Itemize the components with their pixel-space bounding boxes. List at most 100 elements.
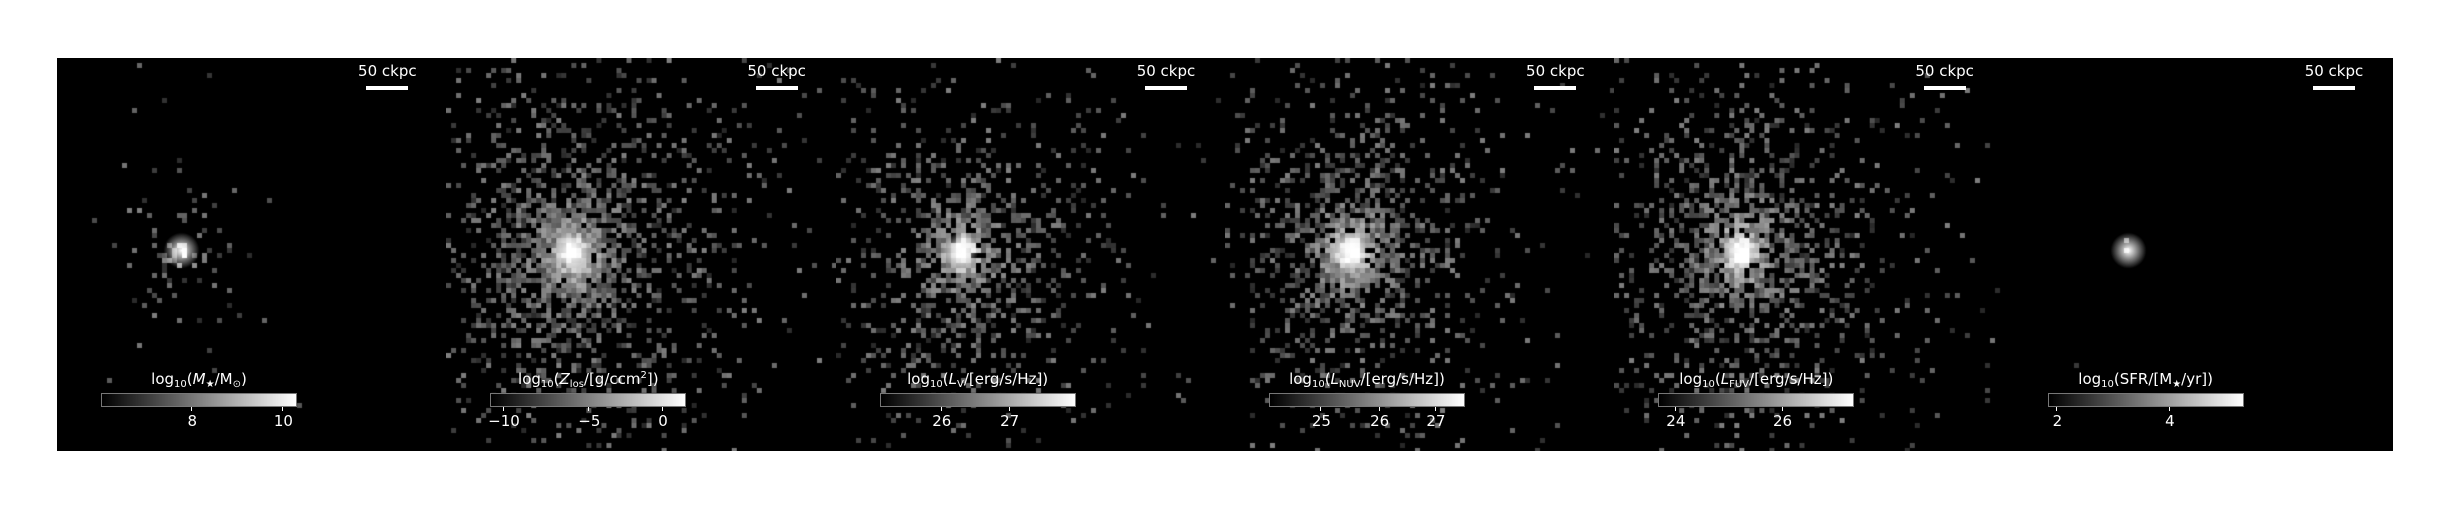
colorbar-gradient: 26 27	[879, 393, 1076, 429]
galaxy-image	[2003, 58, 2393, 451]
label-symbol-subscript: V	[956, 379, 964, 390]
colorbar-tick-label: 8	[187, 412, 198, 430]
colorbar: log10(LNUV/[erg/s/Hz]) 25 26 27	[1268, 370, 1465, 429]
colorbar-tick	[2168, 407, 2170, 411]
colorbar-tick	[1008, 407, 1010, 411]
colorbar-gradient: 25 26 27	[1268, 393, 1465, 429]
label-open: (	[1324, 370, 1331, 388]
label-open: (	[1714, 370, 1721, 388]
colorbar-tick-label: 24	[1666, 412, 1686, 430]
scale-bar: 50 ckpc	[1520, 62, 1590, 90]
galaxy-image	[446, 58, 836, 451]
scale-bar: 50 ckpc	[742, 62, 812, 90]
scale-bar-label: 50 ckpc	[2304, 62, 2364, 80]
label-quantity-subscript: ★	[2172, 379, 2182, 390]
scale-bar-line	[366, 86, 409, 90]
colorbar-tick	[662, 407, 664, 411]
label-symbol-subscript: ★	[205, 379, 215, 390]
label-log-base: 10	[1311, 379, 1325, 390]
scale-bar-line	[1144, 86, 1187, 90]
colorbar: log10(Zlos/[g/ccm2]) −10 −5 0	[488, 370, 687, 429]
label-log-base: 10	[1702, 379, 1715, 390]
scale-bar: 50 ckpc	[2299, 62, 2369, 90]
scale-bar-label: 50 ckpc	[1526, 62, 1585, 80]
colorbar-tick-label: 26	[1772, 412, 1793, 430]
label-open: (	[186, 370, 193, 388]
scale-bar: 50 ckpc	[352, 62, 422, 90]
colorbar: log10(LFUV/[erg/s/Hz]) 24 26	[1658, 370, 1855, 429]
label-symbol: L	[1720, 370, 1730, 388]
label-log-base: 10	[930, 379, 943, 390]
colorbar-tick-label: 26	[1370, 412, 1390, 430]
colorbar-label: log10(M★/M⊙)	[101, 370, 297, 390]
colorbar-label: log10(Zlos/[g/ccm2])	[490, 370, 686, 390]
label-units-close: ])	[646, 370, 659, 388]
label-close: )	[240, 370, 247, 388]
galaxy-image	[835, 58, 1225, 451]
colorbar-tick	[588, 407, 590, 411]
colorbar-label: log10(LFUV/[erg/s/Hz])	[1658, 370, 1854, 390]
label-units: /yr])	[2181, 370, 2213, 388]
colorbar-tick	[940, 407, 942, 411]
label-symbol: Z	[559, 370, 570, 388]
colorbar-tick	[1674, 407, 1676, 411]
colorbar-tick	[2056, 407, 2058, 411]
label-symbol: M	[192, 370, 206, 388]
colorbar-tick-label: 2	[2052, 412, 2063, 430]
label-symbol: L	[948, 370, 957, 388]
label-units-superscript: 2	[640, 370, 647, 381]
label-units: /M	[214, 370, 233, 388]
colorbar-gradient: 24 26	[1658, 393, 1855, 429]
colorbar-gradient: 8 10	[101, 393, 297, 429]
label-log-base: 10	[174, 379, 187, 390]
colorbar-tick	[282, 407, 284, 411]
colorbar-tick-label: 27	[1000, 412, 1020, 430]
map-panel-metallicity: 50 ckpc log10(Zlos/[g/ccm2]) −10 −5 0	[446, 58, 836, 451]
label-quantity: SFR/[M	[2119, 370, 2173, 388]
scale-bar-line	[2312, 86, 2355, 90]
label-symbol-subscript: NUV	[1338, 379, 1361, 390]
galaxy-image	[1224, 58, 1615, 451]
colorbar-tick-label: 4	[2165, 412, 2175, 430]
scale-bar-line	[755, 86, 798, 90]
scale-bar-label: 50 ckpc	[747, 62, 806, 80]
label-log: log	[1679, 370, 1703, 388]
label-log: log	[907, 370, 931, 388]
map-panel-nuv-luminosity: 50 ckpc log10(LNUV/[erg/s/Hz]) 25 26 27	[1224, 58, 1615, 451]
colorbar-tick	[502, 407, 504, 411]
galaxy-image	[1614, 58, 2004, 451]
colorbar-tick-label: −10	[488, 412, 520, 430]
scale-bar-line	[1923, 86, 1966, 90]
colorbar-gradient: −10 −5 0	[488, 393, 687, 429]
colorbar-label: log10(LNUV/[erg/s/Hz])	[1269, 370, 1465, 390]
figure: 50 ckpc log10(M★/M⊙) 8 10 50 ckpc log10(Z…	[57, 58, 2393, 451]
label-log-base: 10	[540, 379, 554, 390]
label-log: log	[1289, 370, 1312, 388]
colorbar-tick-label: 10	[273, 412, 293, 430]
galaxy-image	[57, 58, 447, 451]
colorbar-tick-label: −5	[578, 412, 601, 430]
colorbar-label: log10(SFR/[M★/yr])	[2048, 370, 2244, 390]
label-log: log	[2078, 370, 2102, 388]
scale-bar-line	[1534, 86, 1577, 90]
colorbar-tick-label: 26	[932, 412, 952, 430]
colorbar: log10(M★/M⊙) 8 10	[101, 370, 297, 429]
colorbar-tick	[1320, 407, 1322, 411]
label-units: /[erg/s/Hz])	[963, 370, 1049, 388]
colorbar-tick	[191, 407, 193, 411]
label-open: (	[942, 370, 949, 388]
label-units-subscript: ⊙	[232, 379, 241, 390]
colorbar-tick	[1434, 407, 1436, 411]
colorbar: log10(LV/[erg/s/Hz]) 26 27	[879, 370, 1076, 429]
scale-bar-label: 50 ckpc	[358, 62, 417, 80]
colorbar-tick-label: 27	[1426, 412, 1446, 430]
label-units: /[g/ccm	[583, 370, 641, 388]
scale-bar: 50 ckpc	[1131, 62, 1201, 90]
label-symbol: L	[1330, 370, 1339, 388]
colorbar-tick-label: 0	[658, 412, 668, 430]
label-open: (	[553, 370, 560, 388]
label-units: /[erg/s/Hz])	[1749, 370, 1834, 388]
